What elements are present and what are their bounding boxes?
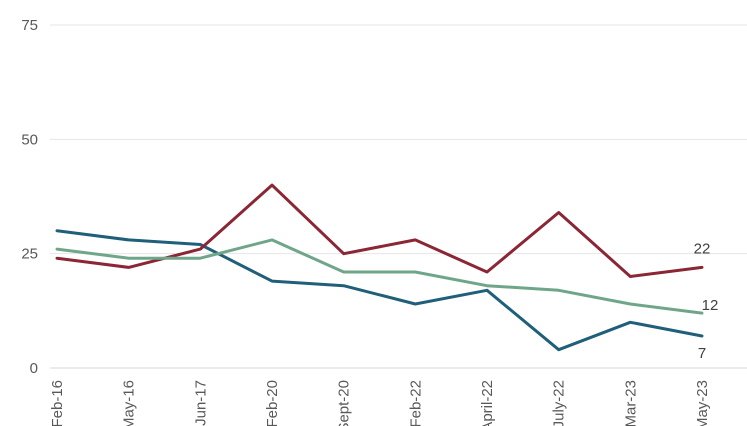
x-tick-label: Jun-17 (192, 380, 209, 426)
y-tick-label: 25 (21, 246, 38, 263)
end-data-label: 12 (702, 297, 719, 314)
series-lines (55, 183, 704, 352)
y-tick-label: 75 (21, 17, 38, 34)
x-tick-label: May-23 (694, 380, 711, 426)
end-data-label: 22 (694, 240, 711, 257)
x-tick-label: Sept-20 (336, 380, 353, 426)
gridlines (50, 24, 747, 369)
y-tick-label: 0 (30, 360, 38, 377)
x-tick-label: Feb-20 (264, 380, 281, 426)
x-tick-label: Feb-16 (49, 380, 66, 426)
x-tick-label: May-16 (121, 380, 138, 426)
series-line-1 (55, 183, 704, 278)
y-axis: 0 25 50 75 (21, 17, 38, 377)
x-tick-label: Mar-23 (622, 380, 639, 426)
x-tick-label: July-22 (551, 380, 568, 426)
x-axis: Feb-16 May-16 Jun-17 Feb-20 Sept-20 Feb-22 Apr… (49, 380, 711, 426)
x-tick-label: Feb-22 (407, 380, 424, 426)
series-line-0 (55, 229, 704, 352)
y-tick-label: 50 (21, 131, 38, 148)
data-labels: 7 22 12 (694, 240, 719, 362)
series-line-2 (55, 238, 704, 315)
end-data-label: 7 (698, 345, 706, 362)
x-tick-label: April-22 (479, 380, 496, 426)
